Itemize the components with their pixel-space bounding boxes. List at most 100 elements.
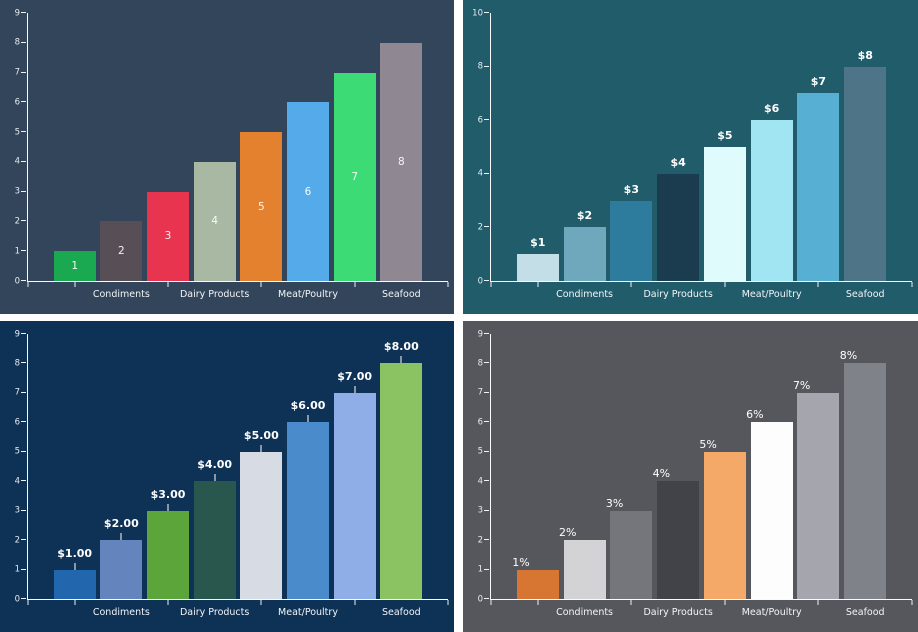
x-axis-tick (490, 600, 492, 605)
x-axis-category-label: Seafood (381, 289, 421, 300)
bar-stem-tick (120, 533, 123, 541)
bar-value-label: $2 (576, 209, 593, 223)
y-axis-tick (21, 568, 26, 570)
bar-5: 5% (699, 438, 746, 599)
bar-value-label: $4 (670, 155, 686, 169)
y-axis-label: 6 (14, 417, 20, 428)
bar-value-label: 2% (559, 526, 577, 540)
y-axis-tick (21, 509, 26, 511)
y-axis-label: 0 (14, 275, 20, 286)
bar-value-label: 6 (304, 185, 312, 198)
bar-value-label: $1 (530, 236, 546, 250)
y-axis-tick (484, 391, 489, 393)
bar-6: $6.00 (287, 399, 329, 599)
bar-value-label: $6 (764, 102, 780, 116)
x-axis-tick (74, 282, 76, 287)
y-axis-label: 7 (14, 387, 20, 398)
y-axis-tick (21, 41, 26, 43)
y-axis-tick (21, 280, 26, 281)
y-axis-tick (21, 362, 26, 364)
y-axis-label: 2 (14, 216, 20, 227)
y-axis-tick (21, 190, 26, 192)
bar-value-label: 7% (792, 378, 811, 392)
bar-3: 3 (147, 191, 189, 281)
plot-area-bottom-left: 0 1 2 3 4 5 6 7 8 9 Condiments Dairy Products Meat/P… (15, 330, 449, 618)
y-axis-label: 0 (477, 275, 483, 286)
y-axis-tick (484, 12, 489, 13)
y-axis-label: 1 (14, 564, 20, 575)
x-axis-category-label: Dairy Products (179, 607, 250, 618)
y-axis-tick (21, 12, 26, 13)
y-axis-label: 4 (14, 156, 20, 167)
bar-value-label: 3 (164, 230, 172, 243)
bar-2: $2.00 (100, 517, 143, 599)
y-axis-tick (484, 509, 489, 511)
y-axis-label: 2 (477, 534, 483, 545)
y-axis-tick (484, 280, 489, 281)
y-axis-label: 3 (14, 186, 20, 197)
x-axis-category-label: Condiments (92, 607, 150, 618)
y-axis-label: 4 (14, 475, 20, 486)
y-axis-label: 8 (477, 61, 483, 72)
bar-value-label: 8 (397, 155, 405, 168)
bar-stem-tick (400, 356, 403, 364)
y-axis-tick (21, 333, 26, 334)
bar-value-label: $3.00 (150, 487, 186, 501)
bar-value-label: $7.00 (337, 369, 373, 383)
bar-6: $6 (750, 102, 793, 281)
y-axis-label: 8 (477, 358, 483, 369)
y-axis-label: 8 (14, 358, 20, 369)
bar-value-label: $3 (623, 182, 639, 196)
y-axis-label: 3 (14, 505, 20, 516)
bar-value-label: 1 (71, 260, 78, 273)
bar-3: $3 (610, 183, 653, 281)
bar-value-label: $1.00 (57, 546, 93, 560)
y-axis-label: 9 (477, 328, 483, 339)
y-axis-tick (21, 480, 26, 482)
bar-5: 5 (240, 132, 283, 281)
bar-stem-tick (307, 415, 309, 423)
bar-8: $8.00 (380, 340, 423, 599)
x-axis-tick (724, 282, 726, 287)
bar-2: $2 (563, 209, 606, 281)
x-axis-tick (260, 282, 262, 287)
x-axis-tick (354, 600, 356, 605)
y-axis-tick (484, 539, 489, 541)
y-axis-label: 6 (477, 114, 483, 125)
bar-value-label: 1% (512, 555, 530, 569)
y-axis-tick (21, 160, 26, 162)
x-axis-tick (354, 282, 356, 287)
x-axis-category-label: Meat/Poultry (741, 289, 802, 300)
bar-value-label: $5.00 (243, 428, 279, 442)
x-axis-category-label: Dairy Products (179, 289, 250, 300)
bar-2: 2% (559, 526, 606, 599)
x-axis-tick (537, 600, 539, 605)
x-axis-category-label: Meat/Poultry (278, 289, 338, 300)
bar-3: 3% (606, 497, 653, 599)
x-axis-tick (74, 600, 76, 605)
y-axis-tick (21, 71, 26, 73)
bar-stem-tick (73, 562, 76, 570)
bar-1: $1.00 (53, 547, 96, 599)
chart-panel-top-left: 0 1 2 3 4 5 6 7 8 9 Condiments Dairy Products Meat/P… (0, 0, 454, 314)
y-axis-tick (21, 220, 26, 222)
bar-8: 8% (840, 349, 887, 599)
bar-2: 2 (100, 221, 143, 281)
y-axis-tick (484, 480, 489, 482)
x-axis-tick (724, 600, 726, 605)
bar-value-label: $8 (857, 48, 873, 62)
y-axis-label: 5 (14, 126, 20, 137)
x-axis-tick (447, 600, 449, 605)
y-axis-label: 4 (477, 475, 483, 486)
y-axis-label: 3 (477, 505, 483, 516)
bar-value-label: 5 (257, 200, 265, 213)
bar-4: 4% (653, 467, 700, 599)
y-axis-label: 4 (477, 168, 483, 179)
y-axis-label: 1 (477, 564, 483, 575)
x-axis-category-label: Seafood (381, 607, 421, 618)
x-axis-tick (911, 600, 913, 605)
bar-3: $3.00 (147, 488, 189, 599)
y-axis-tick (21, 131, 26, 133)
bar-5: $5.00 (240, 429, 283, 599)
